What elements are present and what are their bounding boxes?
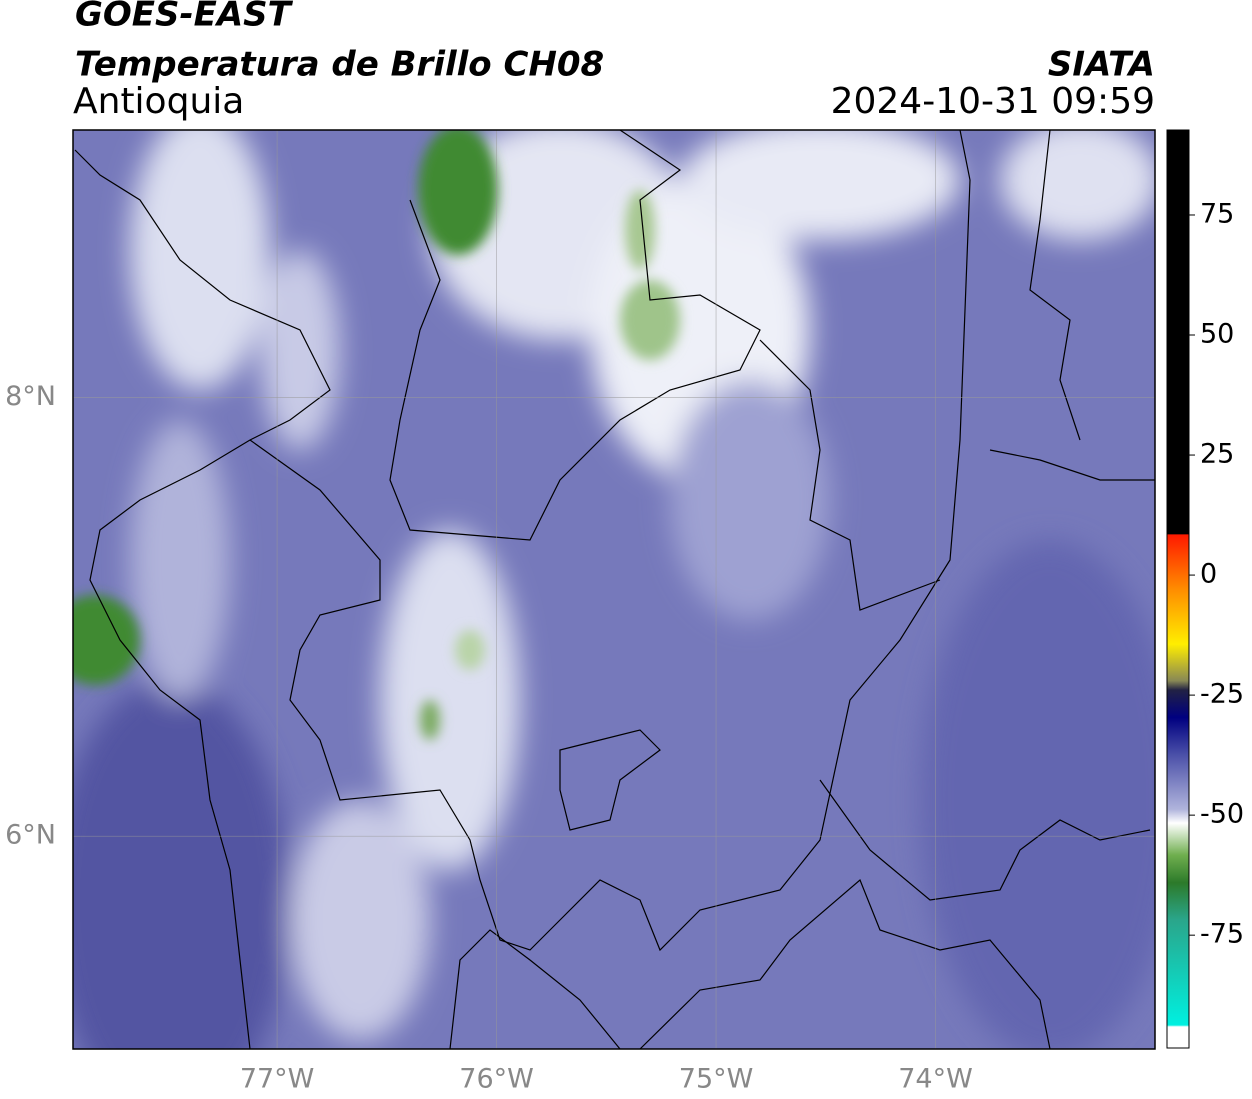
x-tick-label: 77°W: [240, 1064, 315, 1095]
colorbar-label: 50: [1200, 319, 1234, 350]
x-tick-label: 76°W: [459, 1064, 534, 1095]
map-frame: [72, 129, 1156, 1050]
subtitle: Temperatura de Brillo CH08: [75, 45, 604, 85]
y-tick-label: 8°N: [5, 381, 56, 412]
y-tick-label: 6°N: [5, 820, 56, 851]
region: Antioquia: [73, 81, 244, 122]
colorbar-label: -50: [1200, 799, 1244, 830]
x-tick-label: 75°W: [679, 1064, 754, 1095]
colorbar-label: -75: [1200, 919, 1244, 950]
colorbar-label: 0: [1200, 559, 1217, 590]
title: GOES-EAST: [75, 0, 294, 35]
x-tick-label: 74°W: [898, 1064, 973, 1095]
colorbar-label: 25: [1200, 439, 1234, 470]
colorbar-label: 75: [1200, 198, 1234, 229]
colorbar-label: -25: [1200, 679, 1244, 710]
timestamp: 2024-10-31 09:59: [831, 81, 1155, 122]
colorbar: [1166, 129, 1190, 1049]
map-image: [73, 130, 1155, 1049]
source: SIATA: [1048, 45, 1155, 85]
